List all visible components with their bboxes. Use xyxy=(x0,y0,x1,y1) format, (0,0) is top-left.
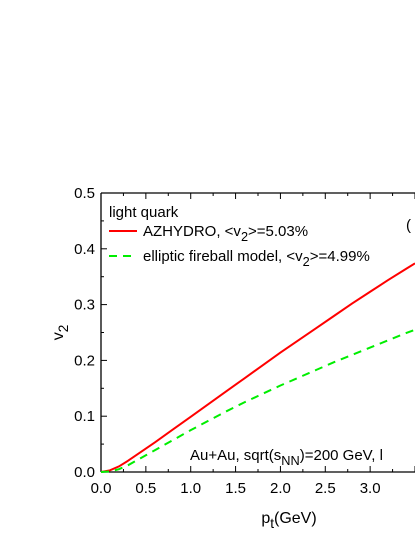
panel-label: ( xyxy=(406,217,411,234)
axes-layer xyxy=(100,192,415,473)
x-tick-label: 0.0 xyxy=(91,480,112,497)
series-line-1 xyxy=(100,262,415,473)
x-axis-title: pt(GeV) xyxy=(261,510,316,531)
y-tick-label: 0.0 xyxy=(74,464,95,481)
series-layer xyxy=(100,262,415,473)
x-tick-label: 2.5 xyxy=(315,480,336,497)
annotation-text: Au+Au, sqrt(sNN)=200 GeV, l xyxy=(190,447,383,468)
x-tick-label: 1.0 xyxy=(180,480,201,497)
x-tick-label: 0.5 xyxy=(135,480,156,497)
x-tick-label: 3.0 xyxy=(360,480,381,497)
legend-title: light quark xyxy=(109,204,179,221)
y-tick-label: 0.3 xyxy=(74,297,95,314)
x-tick-label: 2.0 xyxy=(270,480,291,497)
legend-label-1: AZHYDRO, <v2>=5.03% xyxy=(143,223,308,244)
x-tick-label: 1.5 xyxy=(225,480,246,497)
series-line-2 xyxy=(100,328,415,473)
y-axis-title: v2 xyxy=(50,325,71,341)
y-tick-label: 0.5 xyxy=(74,185,95,202)
text-layer: 0.0 0.5 1.0 1.5 2.0 2.5 3.0 0.0 0.1 0.2 0.3 0.4 0.5 p… xyxy=(50,185,411,531)
y-tick-label: 0.2 xyxy=(74,352,95,369)
y-tick-label: 0.1 xyxy=(74,408,95,425)
y-tick-label: 0.4 xyxy=(74,241,95,258)
legend-label-2: elliptic fireball model, <v2>=4.99% xyxy=(143,248,370,269)
